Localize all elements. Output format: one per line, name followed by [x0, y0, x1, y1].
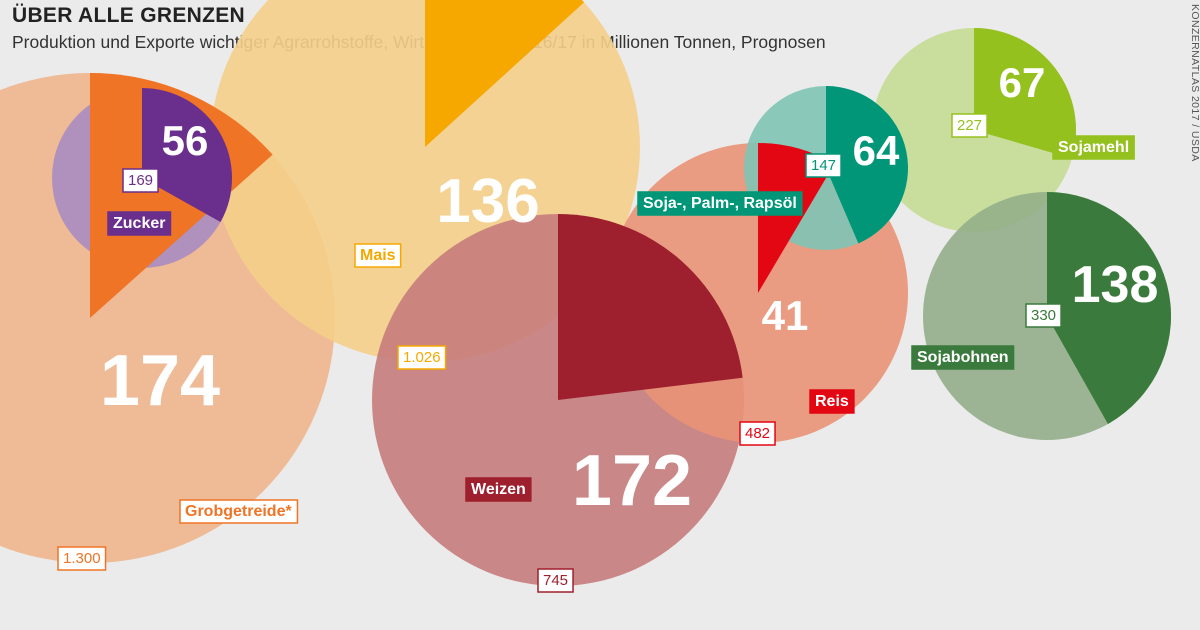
category-label-soja-palm-rapsoel-text: Soja-, Palm-, Rapsöl — [643, 195, 797, 212]
category-label-weizen-box — [465, 477, 532, 502]
category-label-sojabohnen-text: Sojabohnen — [917, 349, 1009, 366]
category-label-reis-text: Reis — [815, 393, 849, 410]
slice-mais-exports — [425, 0, 585, 147]
production-value-reis-text: 482 — [745, 425, 770, 442]
production-value-sojamehl-box — [951, 113, 988, 138]
category-label-mais-box — [354, 243, 402, 268]
slice-sojamehl-exports — [974, 28, 1076, 159]
category-label-zucker-box — [107, 211, 172, 236]
production-value-reis-box — [739, 421, 776, 446]
category-label-weizen: Weizen — [465, 477, 532, 502]
slice-weizen-exports — [558, 214, 743, 400]
export-value-zucker: 56 — [162, 117, 209, 164]
production-value-reis: 482 — [739, 421, 776, 446]
export-value-weizen: 172 — [572, 441, 692, 521]
slice-zucker-exports — [142, 88, 233, 223]
production-value-mais: 1.026 — [397, 345, 447, 370]
category-label-mais: Mais — [354, 243, 402, 268]
production-value-weizen-text: 745 — [543, 572, 568, 589]
production-value-grobgetreide: 1.300 — [57, 546, 107, 571]
production-value-soja-palm-rapsoel: 147 — [805, 153, 842, 178]
production-value-zucker: 169 — [122, 168, 159, 193]
export-value-soja-palm-rapsoel: 64 — [853, 127, 900, 174]
category-label-grobgetreide-box — [179, 499, 299, 524]
category-label-sojamehl-box — [1052, 135, 1135, 160]
production-value-soja-palm-rapsoel-box — [805, 153, 842, 178]
category-label-mais-text: Mais — [360, 247, 396, 264]
category-label-grobgetreide-text: Grobgetreide* — [185, 503, 292, 520]
production-value-sojabohnen: 330 — [1025, 303, 1062, 328]
export-value-mais: 136 — [436, 167, 539, 236]
category-label-zucker: Zucker — [107, 211, 172, 236]
export-value-sojamehl: 67 — [999, 59, 1046, 106]
category-label-weizen-text: Weizen — [471, 481, 526, 498]
production-value-sojabohnen-box — [1025, 303, 1062, 328]
category-label-sojabohnen-box — [911, 345, 1015, 370]
production-value-zucker-text: 169 — [128, 172, 153, 189]
production-value-soja-palm-rapsoel-text: 147 — [811, 157, 836, 174]
production-value-mais-text: 1.026 — [403, 349, 441, 366]
category-label-reis-box — [809, 389, 855, 414]
production-value-sojabohnen-text: 330 — [1031, 307, 1056, 324]
slice-sojabohnen-exports — [1047, 192, 1171, 424]
production-value-zucker-box — [122, 168, 159, 193]
export-value-reis: 41 — [762, 292, 809, 339]
production-value-grobgetreide-text: 1.300 — [63, 550, 101, 567]
category-label-zucker-text: Zucker — [113, 215, 165, 232]
production-value-sojamehl-text: 227 — [957, 117, 982, 134]
production-value-mais-box — [397, 345, 447, 370]
production-value-weizen: 745 — [537, 568, 574, 593]
production-value-weizen-box — [537, 568, 574, 593]
chart-title: ÜBER ALLE GRENZEN — [12, 4, 245, 27]
export-value-grobgetreide: 174 — [100, 341, 220, 421]
category-label-soja-palm-rapsoel: Soja-, Palm-, Rapsöl — [637, 191, 803, 216]
category-label-sojabohnen: Sojabohnen — [911, 345, 1015, 370]
production-value-grobgetreide-box — [57, 546, 107, 571]
category-label-sojamehl: Sojamehl — [1052, 135, 1135, 160]
slice-soja-palm-rapsoel-exports — [826, 86, 909, 244]
export-value-sojabohnen: 138 — [1072, 256, 1159, 314]
category-label-soja-palm-rapsoel-box — [637, 191, 803, 216]
category-label-grobgetreide: Grobgetreide* — [179, 499, 299, 524]
slice-reis-exports — [758, 143, 835, 293]
category-label-sojamehl-text: Sojamehl — [1058, 139, 1129, 156]
category-label-reis: Reis — [809, 389, 855, 414]
production-value-sojamehl: 227 — [951, 113, 988, 138]
